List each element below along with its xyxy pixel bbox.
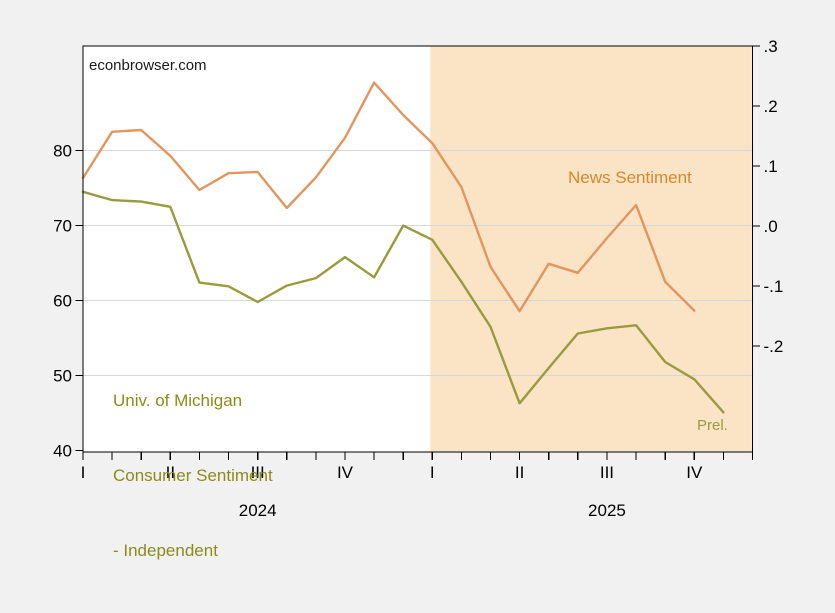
left-axis-label-80: 80	[53, 142, 72, 161]
left-axis-label-50: 50	[53, 367, 72, 386]
x-quarter-label-2024M07: III	[251, 463, 265, 482]
plot-frame	[82, 45, 754, 453]
news-sentiment-series-label: News Sentiment	[568, 168, 692, 187]
left-axis-label-70: 70	[53, 217, 72, 236]
chart-canvas: 80 70 60 50 40.3.2.1.0 -.1 -.2 I II III IV I II III IV…	[53, 37, 784, 560]
watermark: econbrowser.com	[89, 57, 207, 74]
x-quarter-label-2025M01: I	[430, 463, 435, 482]
x-quarter-label-2025M04: II	[515, 463, 524, 482]
x-quarter-label-2025M07: III	[600, 463, 614, 482]
umich-series-label-line3: - Independent	[113, 541, 218, 560]
umich-series-label-line2: Consumer Sentiment	[113, 466, 273, 485]
series-line-umich-sentiment	[81, 190, 725, 414]
right-axis-label-.0: .0	[764, 217, 778, 236]
prel-label: Prel.	[697, 417, 728, 434]
series-line-news-sentiment	[81, 81, 696, 313]
x-quarter-label-2024M01: I	[81, 463, 86, 482]
right-axis-label-.2: .2	[764, 97, 778, 116]
right-axis-label--.1: -.1	[764, 277, 784, 296]
right-axis-label--.2: -.2	[764, 337, 784, 356]
umich-series-label-line1: Univ. of Michigan	[113, 391, 243, 410]
left-axis-label-60: 60	[53, 292, 72, 311]
umich-series-label: Univ. of Michigan Consumer Sentiment - I…	[113, 338, 273, 613]
right-axis-label-.3: .3	[764, 37, 778, 56]
right-axis-label-.1: .1	[764, 157, 778, 176]
x-year-label-2024: 2024	[239, 501, 277, 520]
x-quarter-label-2024M04: II	[166, 463, 175, 482]
x-quarter-label-2024M10: IV	[337, 463, 354, 482]
x-quarter-label-2025M10: IV	[686, 463, 703, 482]
x-year-label-2025: 2025	[588, 501, 626, 520]
left-axis-label-40: 40	[53, 442, 72, 461]
